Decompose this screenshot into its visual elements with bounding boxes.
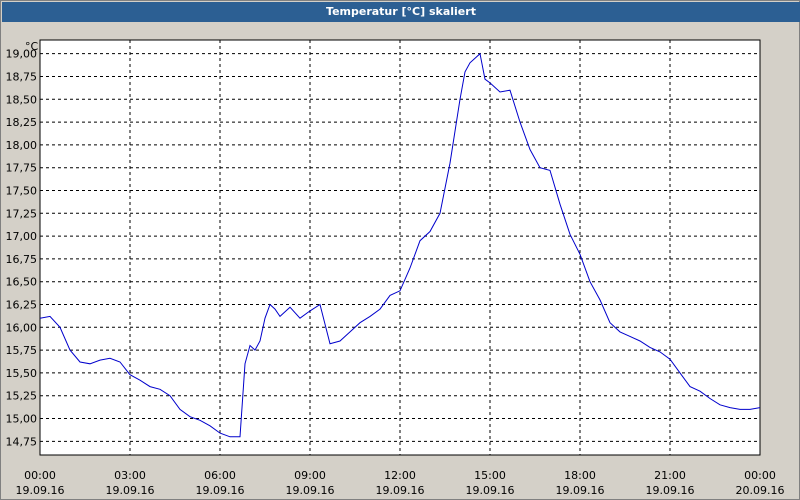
y-tick-label: 17,75 bbox=[6, 162, 38, 175]
x-tick-time: 03:00 bbox=[114, 469, 146, 482]
y-tick-label: 18,00 bbox=[6, 139, 38, 152]
y-axis-unit: °C bbox=[25, 40, 39, 53]
y-tick-label: 15,00 bbox=[6, 413, 38, 426]
x-tick-date: 19.09.16 bbox=[646, 484, 695, 497]
x-tick-date: 19.09.16 bbox=[196, 484, 245, 497]
x-tick-time: 18:00 bbox=[564, 469, 596, 482]
y-tick-label: 15,50 bbox=[6, 367, 38, 380]
y-tick-label: 18,50 bbox=[6, 93, 38, 106]
plot-area bbox=[39, 39, 761, 456]
x-tick-date: 19.09.16 bbox=[106, 484, 155, 497]
y-axis-ticks: 14,75 15,00 15,25 15,50 15,75 16,00 16,25 16,50… bbox=[6, 48, 38, 449]
x-tick-time: 00:00 bbox=[744, 469, 776, 482]
y-tick-label: 17,50 bbox=[6, 184, 38, 197]
x-tick-time: 15:00 bbox=[474, 469, 506, 482]
x-tick-time: 21:00 bbox=[654, 469, 686, 482]
temperature-series-line bbox=[39, 52, 761, 438]
chart-title: Temperatur [°C] skaliert bbox=[2, 2, 800, 22]
x-tick-time: 00:00 bbox=[24, 469, 56, 482]
x-tick-date: 19.09.16 bbox=[466, 484, 515, 497]
x-tick-date: 19.09.16 bbox=[376, 484, 425, 497]
grid-lines bbox=[40, 40, 760, 455]
x-tick-date: 19.09.16 bbox=[16, 484, 65, 497]
x-axis-ticks: 00:00 19.09.16 03:00 19.09.16 06:00 19.09.16 0… bbox=[16, 469, 785, 497]
x-tick-time: 06:00 bbox=[204, 469, 236, 482]
x-tick-date: 19.09.16 bbox=[286, 484, 335, 497]
y-tick-label: 14,75 bbox=[6, 435, 38, 448]
x-tick-date: 19.09.16 bbox=[556, 484, 605, 497]
y-tick-label: 16,25 bbox=[6, 299, 38, 312]
x-tick-time: 12:00 bbox=[384, 469, 416, 482]
y-tick-label: 19,00 bbox=[6, 48, 38, 61]
y-tick-label: 15,75 bbox=[6, 344, 38, 357]
y-tick-label: 16,00 bbox=[6, 321, 38, 334]
y-tick-label: 17,25 bbox=[6, 207, 38, 220]
x-tick-time: 09:00 bbox=[294, 469, 326, 482]
y-tick-label: 17,00 bbox=[6, 230, 38, 243]
y-tick-label: 16,75 bbox=[6, 253, 38, 266]
x-tick-date: 20.09.16 bbox=[736, 484, 785, 497]
y-tick-label: 15,25 bbox=[6, 390, 38, 403]
y-tick-label: 16,50 bbox=[6, 276, 38, 289]
y-tick-label: 18,75 bbox=[6, 70, 38, 83]
y-tick-label: 18,25 bbox=[6, 116, 38, 129]
